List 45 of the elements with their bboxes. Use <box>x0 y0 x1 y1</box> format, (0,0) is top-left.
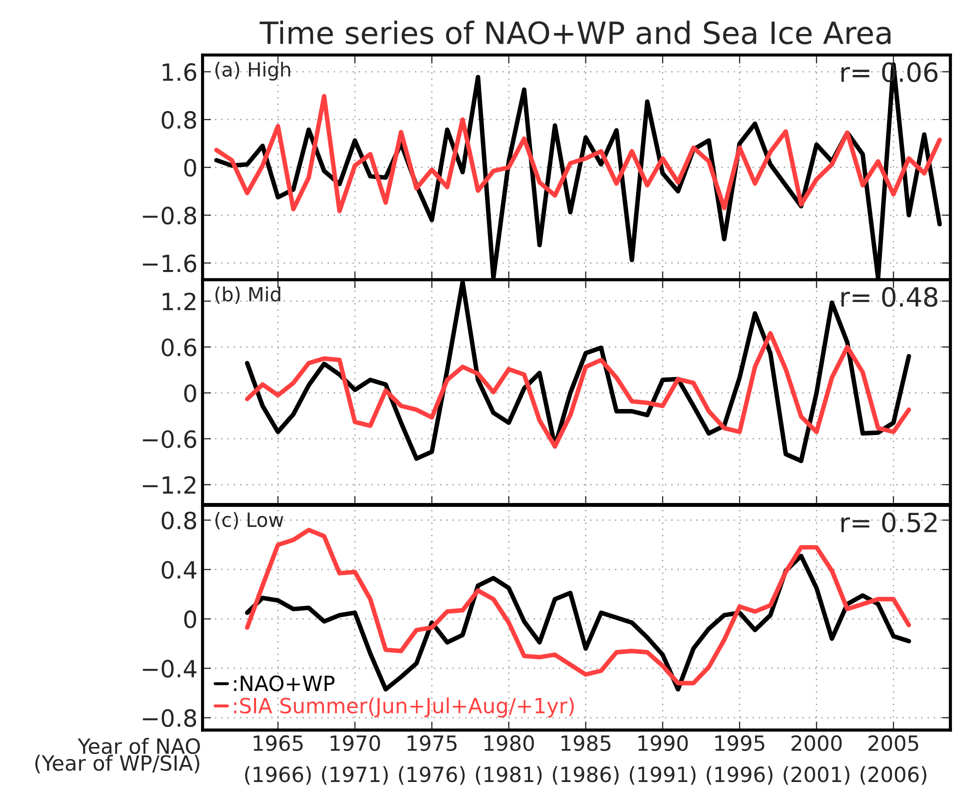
x-tick-label: 1965 <box>254 735 303 752</box>
annotation: (b) Mid <box>215 286 280 304</box>
x2-tick-label: (1991) <box>630 766 696 785</box>
y-tick-label: −0.8 <box>142 709 196 728</box>
y-tick-label: −0.6 <box>142 430 196 448</box>
y-tick-label: −1.2 <box>142 476 196 494</box>
y-tick-label: 0.8 <box>162 512 196 530</box>
y-tick-label: 0 <box>184 384 196 402</box>
x-tick-label: 2000 <box>792 735 842 752</box>
annotation: r= 0.52 <box>841 512 937 532</box>
y-tick-label: −0.4 <box>142 660 196 678</box>
x2-tick-label: (1976) <box>398 766 465 785</box>
y-tick-label: 0.4 <box>162 560 196 579</box>
x-tick-label: 1975 <box>408 735 457 752</box>
annotation: (c) Low <box>215 512 284 530</box>
x-tick-label: 1980 <box>484 735 534 752</box>
y-tick-label: −1.6 <box>142 254 196 272</box>
line-series <box>244 331 912 449</box>
legend-label: :NAO+WP <box>234 676 335 692</box>
x2-tick-label: (2001) <box>784 766 850 785</box>
legend-label: :SIA Summer(Jun+Jul+Aug/+1yr) <box>234 697 574 718</box>
x-axis-title: Year of NAO <box>78 738 200 754</box>
x-tick-label: 1995 <box>715 735 764 752</box>
x2-axis-title: (Year of WP/SIA) <box>35 754 200 774</box>
line-series <box>214 94 942 214</box>
y-tick-label: 1.2 <box>162 292 196 310</box>
x2-tick-label: (1996) <box>706 766 772 785</box>
x-tick-label: 1985 <box>561 735 610 752</box>
x2-tick-label: (1966) <box>245 766 311 785</box>
chart-title: Time series of NAO+WP and Sea Ice Area <box>260 20 890 44</box>
y-tick-label: 0 <box>184 158 196 177</box>
y-tick-label: 0 <box>184 610 196 628</box>
x2-tick-label: (1981) <box>476 766 542 785</box>
annotation: (a) High <box>215 62 290 81</box>
annotation: r= 0.48 <box>841 286 938 307</box>
x2-tick-label: (2006) <box>860 766 926 785</box>
x-tick-label: 2005 <box>868 735 918 752</box>
y-tick-label: 1.6 <box>162 63 196 82</box>
x2-tick-label: (1986) <box>552 766 619 785</box>
y-tick-label: 0.6 <box>162 338 196 356</box>
y-tick-label: −0.8 <box>142 206 196 224</box>
x2-tick-label: (1971) <box>322 766 388 785</box>
y-tick-label: 0.8 <box>162 110 196 129</box>
x-tick-label: 1990 <box>638 735 688 752</box>
x-tick-label: 1970 <box>330 735 380 752</box>
